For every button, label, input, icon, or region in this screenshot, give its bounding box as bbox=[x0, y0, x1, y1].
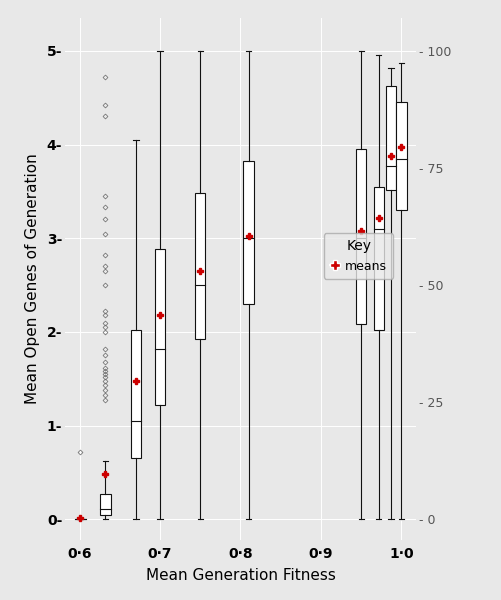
Legend: means: means bbox=[324, 233, 393, 279]
Bar bbox=[100, 494, 111, 515]
Bar bbox=[155, 250, 165, 405]
Bar bbox=[195, 193, 205, 340]
Bar bbox=[374, 187, 384, 330]
Bar bbox=[243, 161, 254, 304]
Bar bbox=[386, 86, 396, 190]
Y-axis label: Mean Open Genes of Generation: Mean Open Genes of Generation bbox=[25, 154, 40, 404]
Bar bbox=[131, 330, 141, 458]
Bar bbox=[396, 103, 407, 210]
X-axis label: Mean Generation Fitness: Mean Generation Fitness bbox=[146, 568, 335, 583]
Bar bbox=[356, 149, 366, 325]
